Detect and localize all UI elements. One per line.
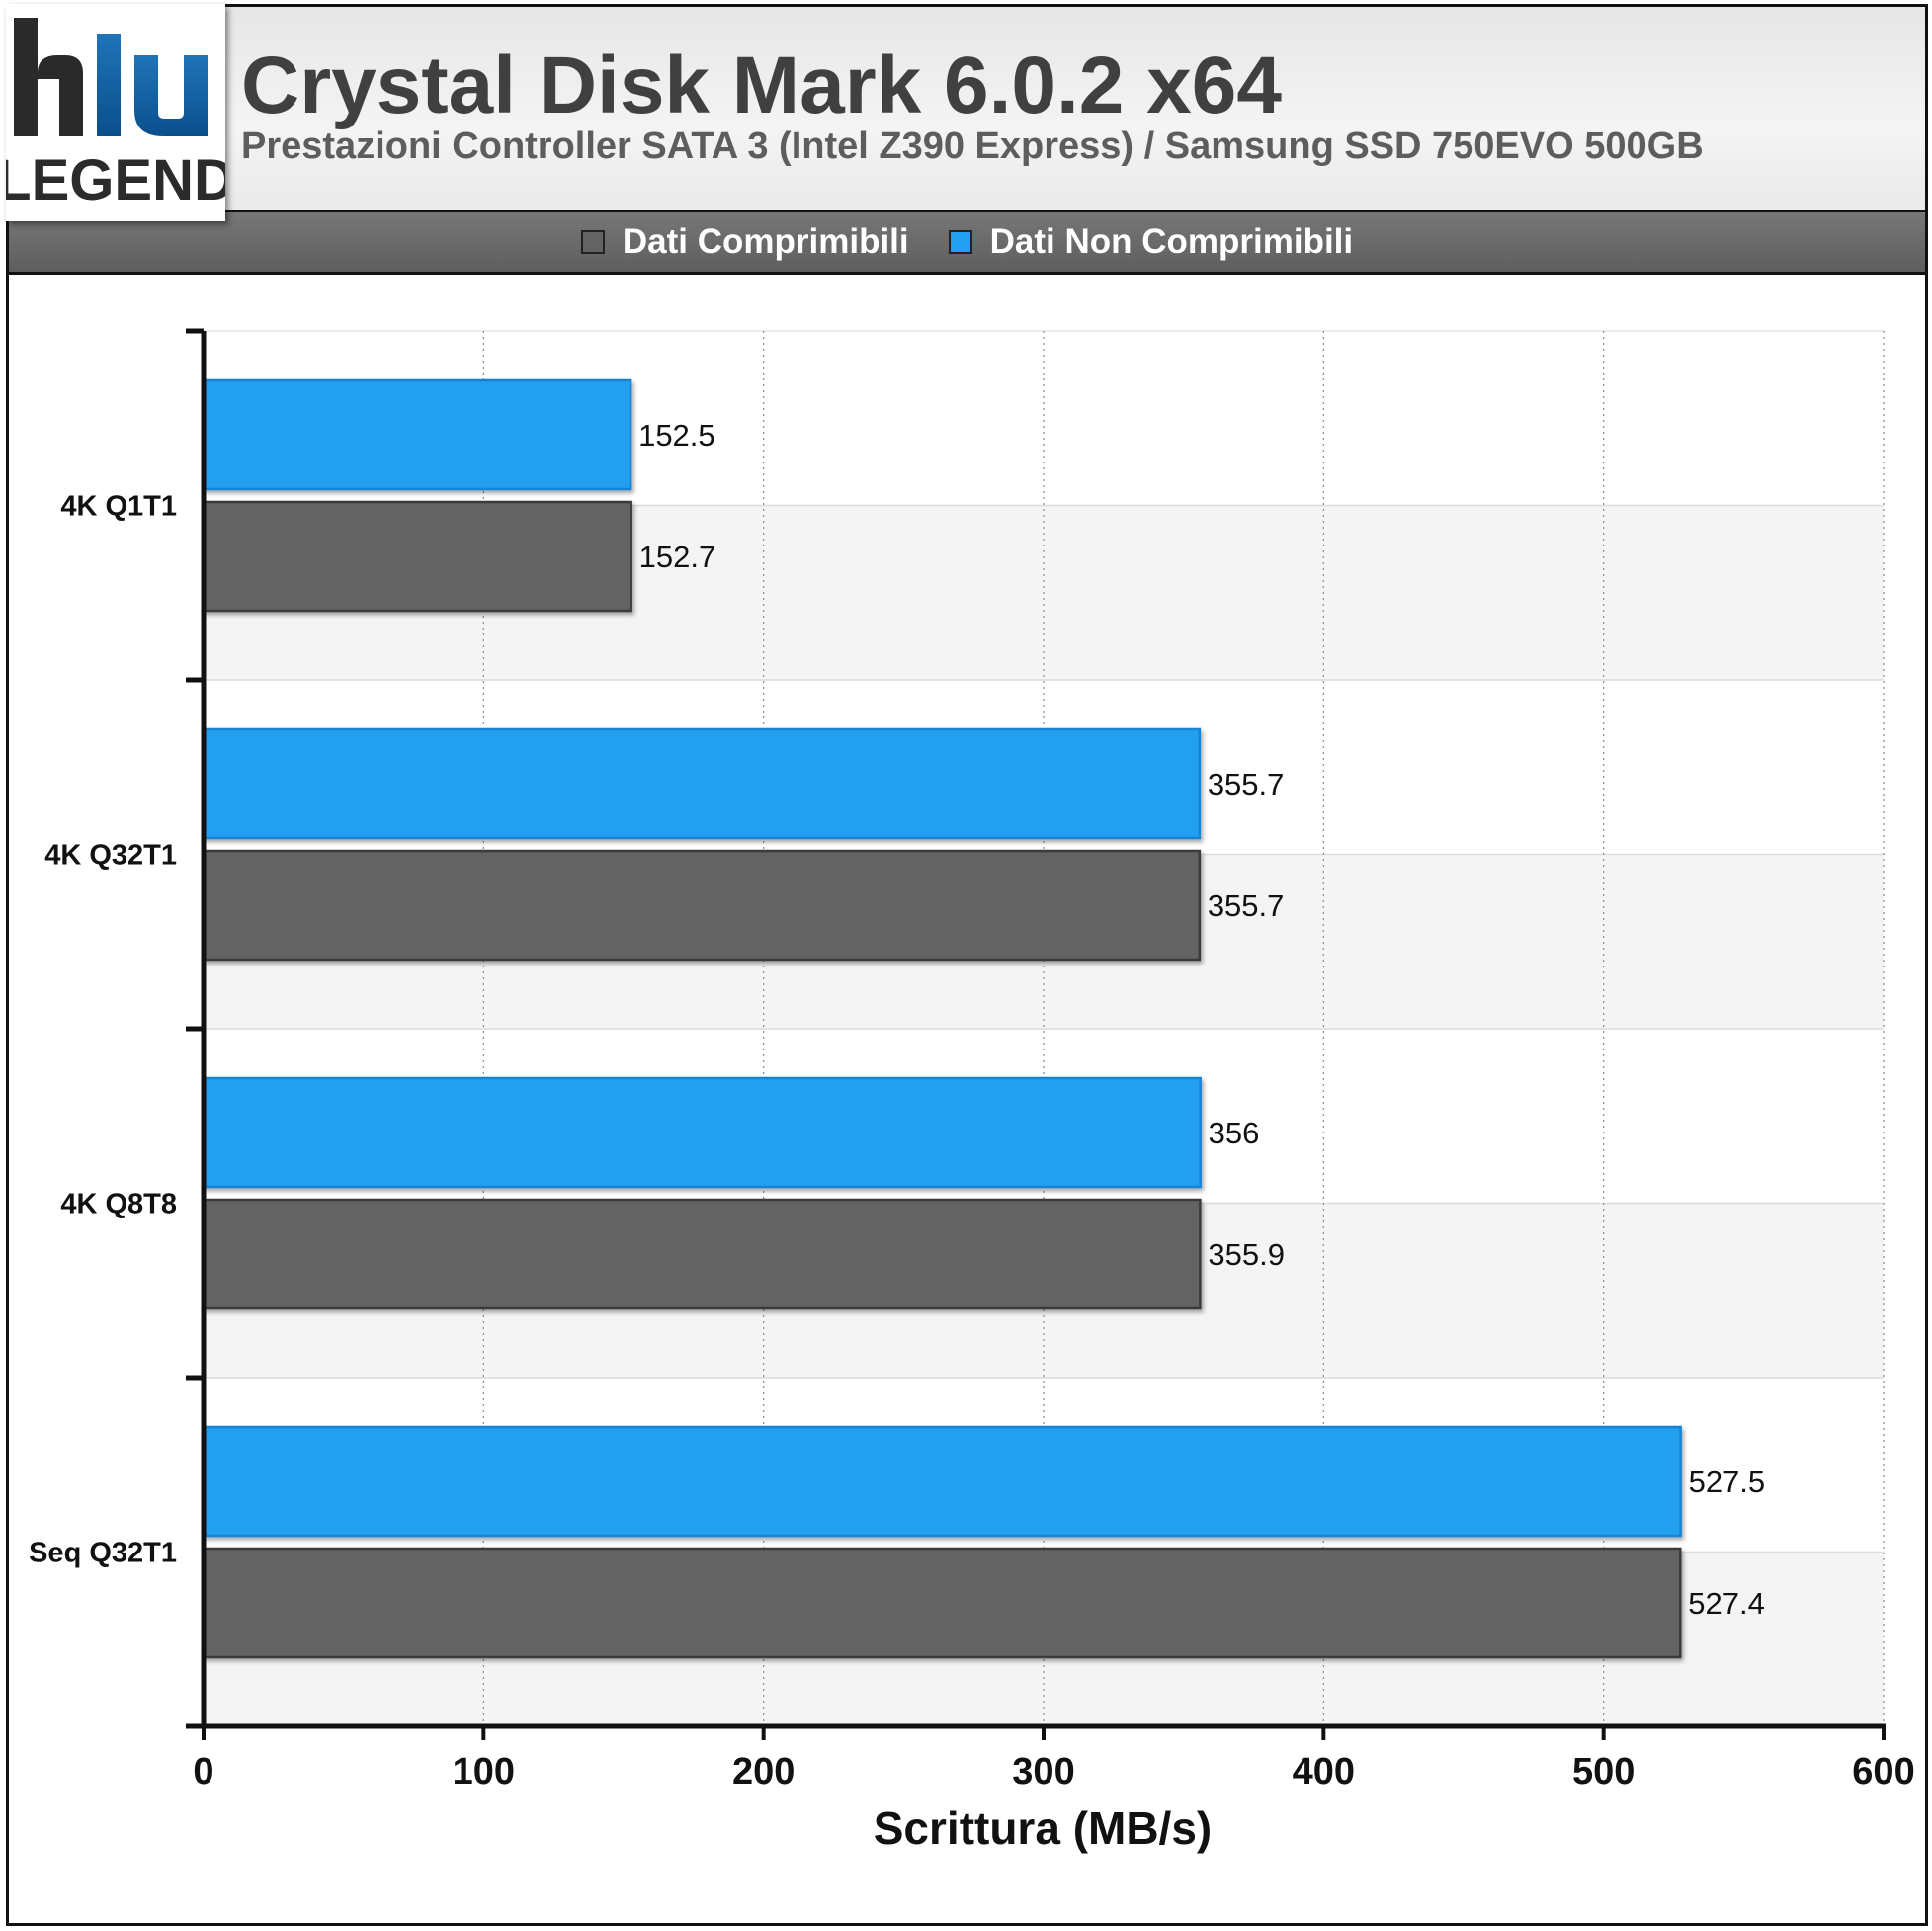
legend-swatch-incompressible (948, 230, 972, 254)
bar-incompressible (202, 1425, 1682, 1538)
x-tick-label: 300 (1012, 1751, 1074, 1793)
x-tick-label: 100 (453, 1751, 515, 1793)
bar-value-label: 527.5 (1689, 1465, 1766, 1499)
logo-icon: LEGEND (0, 18, 235, 212)
category-label: 4K Q1T1 (60, 491, 177, 523)
x-tick-label: 500 (1572, 1751, 1635, 1793)
x-axis-title: Scrittura (MB/s) (874, 1803, 1212, 1854)
legend-swatch-compressible (580, 230, 605, 254)
bar-incompressible (202, 727, 1202, 840)
bar-compressible (202, 1547, 1682, 1659)
bar-value-label: 152.7 (639, 540, 716, 574)
legend-label-incompressible: Dati Non Comprimibili (989, 222, 1354, 261)
bar-value-label: 355.7 (1208, 888, 1285, 923)
bar-compressible (202, 500, 632, 613)
legend-entry-incompressible: Dati Non Comprimibili (948, 222, 1354, 262)
x-tick-label: 400 (1293, 1751, 1355, 1793)
category-label: 4K Q32T1 (44, 840, 177, 872)
chart-header (6, 4, 1928, 211)
bar-value-label: 356 (1209, 1116, 1260, 1150)
legend: Dati Comprimibili Dati Non Comprimibili (6, 210, 1928, 275)
chart-subtitle: Prestazioni Controller SATA 3 (Intel Z39… (241, 126, 1704, 167)
bar-incompressible (202, 1076, 1202, 1189)
bar-incompressible (202, 378, 632, 491)
bar-compressible (202, 849, 1202, 962)
chart-title: Crystal Disk Mark 6.0.2 x64 (241, 41, 1282, 130)
category-label: Seq Q32T1 (29, 1538, 177, 1569)
legend-label-compressible: Dati Comprimibili (622, 222, 909, 261)
x-tick-label: 600 (1852, 1751, 1914, 1793)
bar-compressible (202, 1198, 1202, 1310)
bar-value-label: 355.7 (1208, 767, 1285, 801)
legend-entry-compressible: Dati Comprimibili (580, 222, 909, 262)
bar-value-label: 527.4 (1688, 1586, 1765, 1621)
category-label: 4K Q8T8 (60, 1189, 177, 1220)
x-tick-label: 200 (732, 1751, 795, 1793)
x-tick-label: 0 (193, 1751, 213, 1793)
logo-text: LEGEND (6, 148, 225, 212)
bar-value-label: 355.9 (1208, 1237, 1285, 1272)
logo: LEGEND (0, 4, 235, 221)
bar-value-label: 152.5 (638, 418, 715, 453)
